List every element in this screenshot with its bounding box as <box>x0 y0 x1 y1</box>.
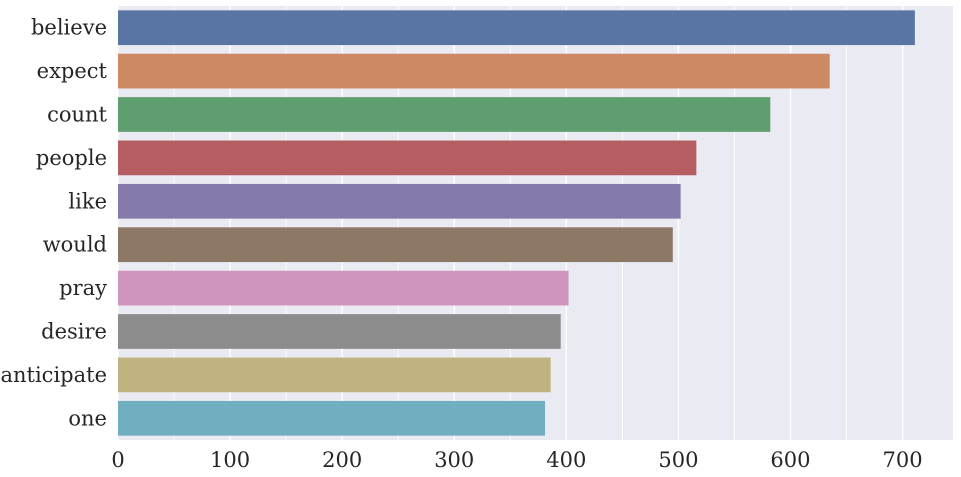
bar-people <box>118 140 697 176</box>
x-tick-label: 600 <box>770 448 810 472</box>
bar-pray <box>118 270 569 306</box>
x-tick-label: 200 <box>322 448 362 472</box>
category-labels: believe expect count people like would pray des… <box>0 16 107 431</box>
category-label: expect <box>37 59 108 83</box>
bar-desire <box>118 314 561 349</box>
category-label: like <box>68 189 107 213</box>
bar-count <box>118 97 771 132</box>
category-label: one <box>68 406 107 430</box>
category-label: believe <box>31 16 107 40</box>
category-label: desire <box>41 320 107 344</box>
bars <box>118 10 915 436</box>
bar-anticipate <box>118 357 551 393</box>
bar-expect <box>118 53 830 89</box>
category-label: anticipate <box>0 363 107 387</box>
category-label: count <box>47 103 107 127</box>
category-label: pray <box>59 276 107 300</box>
bar-believe <box>118 10 915 46</box>
bar-one <box>118 400 546 436</box>
x-tick-labels: 0 100 200 300 400 500 600 700 <box>111 448 922 472</box>
x-tick-label: 300 <box>434 448 474 472</box>
category-label: would <box>43 233 107 257</box>
x-tick-label: 500 <box>658 448 698 472</box>
x-tick-label: 400 <box>546 448 586 472</box>
bar-would <box>118 227 673 263</box>
x-tick-label: 700 <box>883 448 923 472</box>
x-tick-label: 100 <box>210 448 250 472</box>
bar-like <box>118 183 681 219</box>
category-label: people <box>36 146 107 170</box>
x-tick-label: 0 <box>111 448 124 472</box>
